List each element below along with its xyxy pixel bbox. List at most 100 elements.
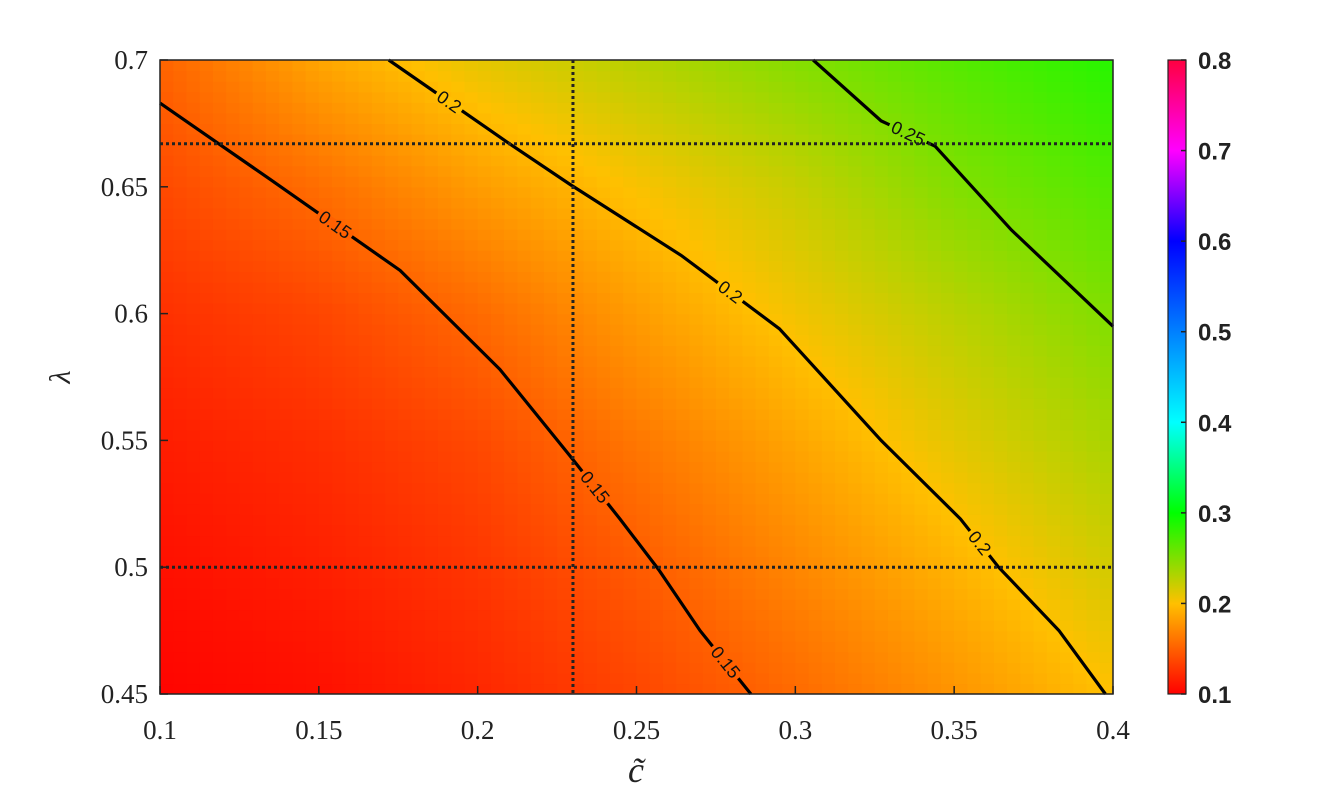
heat-cell (279, 165, 293, 177)
heat-cell (424, 345, 439, 357)
heat-cell (332, 345, 346, 357)
heat-cell (398, 345, 413, 357)
heat-cell (596, 524, 611, 537)
heat-cell (160, 334, 174, 346)
heat-cell (848, 165, 863, 177)
heat-cell (477, 535, 492, 547)
heat-cell (477, 524, 492, 537)
heat-cell (199, 524, 214, 537)
heat-cell (861, 503, 876, 515)
heat-cell (504, 271, 518, 283)
heat-cell (239, 683, 254, 694)
heat-cell (1099, 514, 1113, 526)
heat-cell (715, 355, 730, 368)
heat-cell (358, 313, 373, 325)
heat-cell (795, 461, 810, 473)
heat-cell (610, 324, 624, 336)
heat-cell (530, 250, 545, 262)
heat-cell (702, 450, 717, 463)
overlay: 0.150.150.150.20.20.20.25 (159, 58, 1115, 696)
heat-cell (901, 609, 916, 621)
heat-cell (1073, 324, 1088, 336)
heat-cell (782, 503, 796, 515)
heat-cell (570, 535, 585, 547)
heat-cell (1007, 377, 1021, 389)
heat-cell (173, 91, 188, 103)
heat-cell (662, 482, 677, 494)
heat-cell (305, 271, 320, 283)
heat-cell (504, 292, 518, 304)
heat-cell (199, 133, 214, 146)
heat-cell (305, 239, 320, 251)
heat-cell (477, 281, 492, 294)
heat-cell (676, 440, 691, 452)
heat-cell (332, 672, 346, 685)
heat-cell (993, 218, 1008, 230)
heat-cell (861, 514, 876, 526)
heat-cell (610, 598, 624, 611)
heat-cell (437, 450, 452, 463)
heat-cell (199, 440, 214, 452)
heat-cell (252, 197, 267, 209)
heat-cell (1007, 165, 1021, 177)
heat-cell (649, 260, 664, 272)
heat-cell (226, 366, 241, 378)
heat-cell (239, 271, 254, 283)
heat-cell (689, 641, 704, 653)
heat-cell (649, 588, 664, 600)
contour-label-gap (315, 208, 355, 241)
heat-cell (649, 598, 664, 611)
heat-cell (557, 207, 571, 220)
heat-cell (808, 472, 823, 484)
colorbar-tick-label: 0.4 (1198, 410, 1232, 437)
heat-cell (1007, 186, 1021, 198)
heat-cell (821, 292, 836, 304)
heat-cell (954, 366, 969, 378)
heat-cell (1073, 260, 1088, 272)
heat-cell (411, 577, 426, 589)
contour-line (812, 58, 1115, 328)
heat-cell (940, 324, 955, 336)
heat-cell (702, 472, 717, 484)
heat-cell (649, 503, 664, 515)
heat-cell (729, 398, 743, 410)
heat-cell (265, 70, 280, 82)
heat-cell (173, 303, 188, 315)
heat-cell (279, 218, 293, 230)
heat-cell (583, 292, 598, 304)
heat-cell (318, 461, 333, 473)
heat-cell (1020, 186, 1035, 198)
heat-cell (411, 70, 426, 82)
heat-cell (887, 598, 902, 611)
heat-cell (583, 229, 598, 241)
heat-cell (742, 546, 757, 558)
heat-cell (517, 556, 532, 568)
heat-cell (557, 641, 571, 653)
heat-cell (358, 366, 373, 378)
heat-cell (954, 429, 969, 441)
heat-cell (768, 620, 783, 632)
heat-cell (636, 313, 651, 325)
heat-cell (848, 271, 863, 283)
heat-cell (570, 81, 585, 93)
heat-cell (702, 387, 717, 399)
heat-cell (477, 303, 492, 315)
heat-cell (371, 123, 386, 135)
heat-cell (1099, 620, 1113, 632)
heat-cell (768, 450, 783, 463)
heat-cell (292, 535, 307, 547)
heat-cell (901, 377, 916, 389)
heat-cell (199, 546, 214, 558)
heat-cell (596, 250, 611, 262)
heat-cell (437, 440, 452, 452)
heat-cell (835, 429, 849, 441)
heat-cell (887, 514, 902, 526)
heat-cell (477, 503, 492, 515)
heat-cell (874, 683, 889, 694)
heat-cell (292, 598, 307, 611)
heat-cell (954, 524, 969, 537)
heat-cell (795, 355, 810, 368)
heat-cell (980, 133, 995, 146)
heat-cell (596, 408, 611, 420)
heat-cell (173, 662, 188, 674)
